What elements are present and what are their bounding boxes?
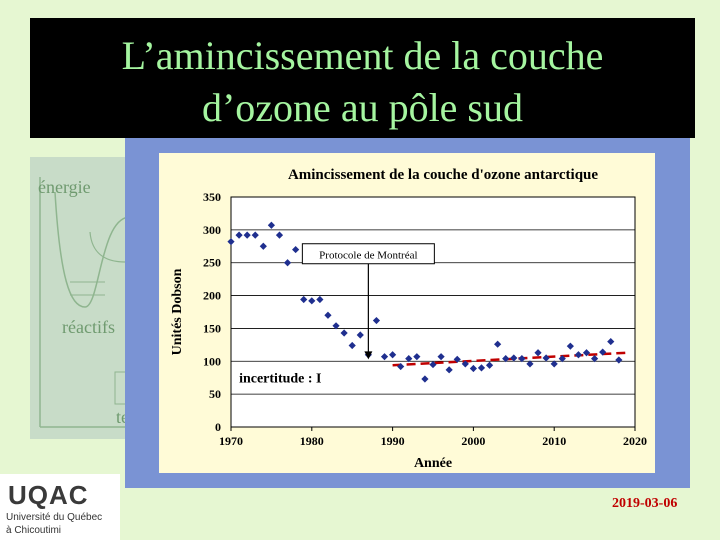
y-axis-label: Unités Dobson <box>170 268 185 355</box>
logo-line1: Université du Québec <box>6 512 103 523</box>
data-point-33 <box>494 340 502 348</box>
y-tick-label-0: 0 <box>215 420 221 434</box>
uqac-logo: UQAC Université du Québec à Chicoutimi <box>0 474 120 540</box>
data-point-16 <box>356 331 364 339</box>
slide-title-line1: L’amincissement de la couche <box>121 33 604 78</box>
slide-date: 2019-03-06 <box>612 496 678 511</box>
chart-title: Amincissement de la couche d'ozone antar… <box>288 167 598 183</box>
data-point-7 <box>283 259 292 267</box>
data-point-34 <box>502 355 510 363</box>
data-point-41 <box>558 355 566 363</box>
annotation-montreal-text: Protocole de Montréal <box>319 250 417 262</box>
plot-area <box>230 196 636 428</box>
y-tick-label-300: 300 <box>203 223 221 237</box>
data-point-14 <box>340 329 348 337</box>
y-tick-label-350: 350 <box>203 190 221 204</box>
x-tick-label-2020: 2020 <box>623 434 647 448</box>
x-tick-label-2000: 2000 <box>461 434 485 448</box>
data-point-46 <box>599 348 607 356</box>
title-bar: L’amincissement de la couche d’ozone au … <box>30 18 695 138</box>
data-point-39 <box>542 354 550 362</box>
data-point-43 <box>574 351 583 359</box>
ozone-chart: 0 50 100 150 200 250 300 350 1970 1980 1990 2000 201… <box>159 153 655 473</box>
chart-svg: 0 50 100 150 200 250 300 350 1970 1980 1990 2000 201… <box>170 167 647 471</box>
logo-line2: à Chicoutimi <box>6 525 62 536</box>
data-point-30 <box>469 364 477 373</box>
data-point-21 <box>397 362 405 371</box>
annotation-arrow-head <box>364 351 373 360</box>
data-point-2 <box>243 231 251 239</box>
data-point-37 <box>526 360 534 368</box>
y-tick-label-200: 200 <box>203 289 221 303</box>
data-point-45 <box>591 355 599 363</box>
x-tick-label-1970: 1970 <box>219 434 243 448</box>
data-point-35 <box>510 354 518 362</box>
y-tick-label-50: 50 <box>209 387 221 401</box>
data-point-44 <box>582 349 591 357</box>
slide-title-line2: d’ozone au pôle sud <box>201 85 523 130</box>
y-tick-label-250: 250 <box>203 256 221 270</box>
ghost-label-reactifs: réactifs <box>62 317 115 337</box>
data-point-38 <box>534 349 542 357</box>
data-point-15 <box>348 341 356 350</box>
data-point-32 <box>485 361 494 369</box>
x-tick-label-1990: 1990 <box>381 434 405 448</box>
data-point-27 <box>445 366 453 374</box>
trend-line <box>392 351 627 367</box>
data-point-48 <box>615 356 623 364</box>
ghost-label-energie: énergie <box>38 177 91 197</box>
annotation-uncertainty-text: incertitude : I <box>239 371 321 386</box>
x-axis-label: Année <box>414 456 452 471</box>
x-tick-label-1980: 1980 <box>300 434 324 448</box>
data-point-18 <box>372 316 381 325</box>
data-point-11 <box>316 295 324 304</box>
y-tick-label-100: 100 <box>203 354 221 368</box>
data-point-24 <box>421 375 429 383</box>
y-tick-label-150: 150 <box>203 321 221 335</box>
x-tick-label-2010: 2010 <box>542 434 566 448</box>
logo-mark: UQAC <box>8 480 89 510</box>
